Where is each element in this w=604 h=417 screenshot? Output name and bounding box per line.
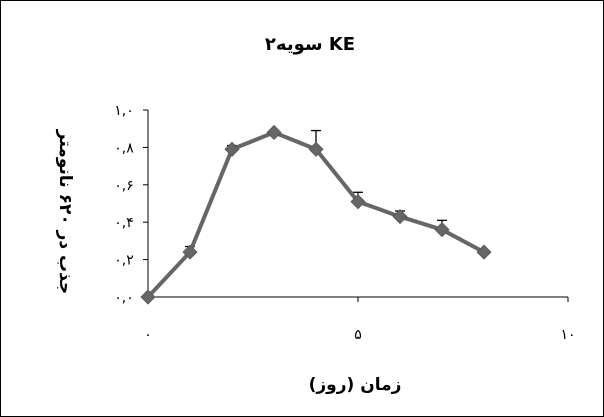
data-point-marker <box>140 289 156 305</box>
y-tick-label: ۰,۰ <box>114 290 134 306</box>
x-axis-label: زمان (روز) <box>309 375 402 395</box>
y-tick-label: ۰,۸ <box>114 140 134 156</box>
data-point-marker <box>434 222 450 238</box>
y-tick-label: ۰,۴ <box>114 215 134 231</box>
x-tick-label: ۰ <box>144 327 152 343</box>
data-point-marker <box>182 244 198 260</box>
series-line <box>146 130 485 299</box>
data-point-marker <box>308 141 324 157</box>
y-axis-label: جذب در ۶۲۰ نانومتر <box>55 129 75 294</box>
data-point-marker <box>224 141 240 157</box>
data-point-marker <box>350 194 366 210</box>
y-tick-label: ۰,۲ <box>114 253 134 269</box>
y-tick-label: ۱,۰ <box>114 103 134 119</box>
y-tick-label: ۰,۶ <box>114 178 134 194</box>
data-point-marker <box>476 244 492 260</box>
x-tick-label: ۱۰ <box>560 327 575 343</box>
data-point-marker <box>392 209 408 225</box>
y-ticks: ۰,۰ ۰,۲ ۰,۴ ۰,۶ ۰,۸ ۱,۰ <box>114 103 148 306</box>
chart-title: سویه۲ KE <box>265 34 355 55</box>
data-point-marker <box>266 124 282 141</box>
x-ticks: ۰ ۵ ۱۰ <box>144 297 576 343</box>
series-layer <box>140 124 492 305</box>
x-tick-label: ۵ <box>354 327 362 343</box>
